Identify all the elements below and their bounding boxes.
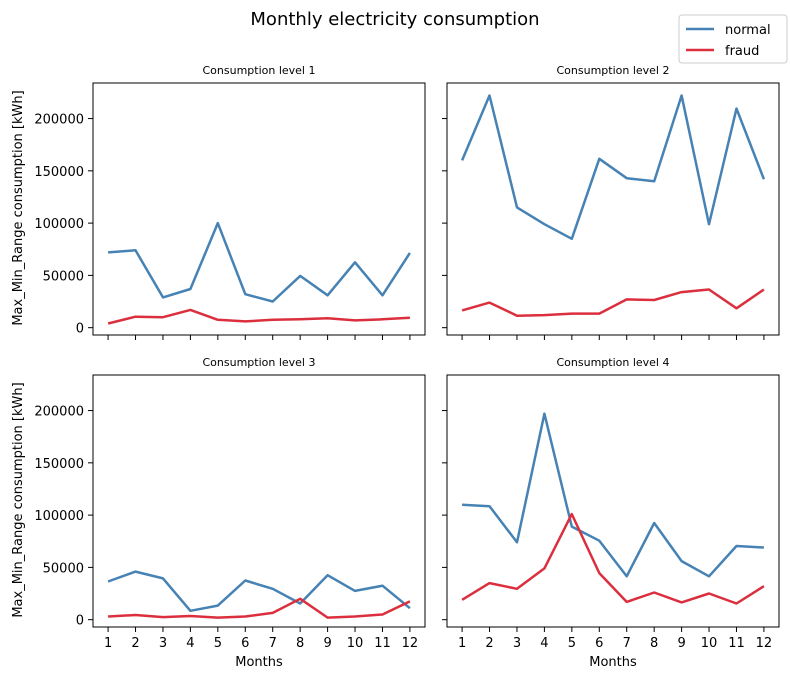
y-tick-label: 50000 (43, 269, 84, 284)
series-line-fraud (461, 288, 765, 317)
chart-title: Monthly electricity consumption (250, 9, 539, 30)
x-tick-label: 4 (186, 636, 194, 651)
svg-text:Max_Min_Range consumption [kWh: Max_Min_Range consumption [kWh] (11, 382, 26, 617)
x-axis-label-left: Months (235, 655, 283, 670)
subplot-title: Consumption level 1 (202, 64, 315, 77)
y-tick-label: 200000 (34, 405, 84, 420)
x-tick-label: 2 (485, 636, 493, 651)
x-tick-label: 2 (131, 636, 139, 651)
subplot-4: Consumption level 41 2 3 4 5 6 7 8 9 10 11 12 (442, 356, 780, 651)
x-tick-label: 10 (347, 636, 364, 651)
y-tick-label: 0 (76, 614, 84, 629)
x-tick-label: 8 (650, 636, 658, 651)
y-tick-label: 50000 (43, 561, 84, 576)
x-tick-label: 8 (296, 636, 304, 651)
series-line-fraud (461, 512, 765, 605)
subplot-1: Consumption level 1 0 50000 100000 150000 200… (34, 64, 426, 340)
y-tick-label: 150000 (34, 457, 84, 472)
subplot-title: Consumption level 2 (556, 64, 669, 77)
plot-frame (446, 82, 780, 336)
subplots: Consumption level 1050000100000150000200… (34, 64, 780, 651)
plot-frame (92, 374, 426, 628)
x-tick-label: 12 (756, 636, 773, 651)
x-tick-label: 9 (323, 636, 331, 651)
y-axis-label-top: Max_Min_Range consumption [kWh] (11, 90, 26, 325)
series-line-normal (107, 570, 411, 613)
x-tick-label: 10 (701, 636, 718, 651)
y-tick-label: 100000 (34, 217, 84, 232)
x-tick-label: 3 (513, 636, 521, 651)
plot-frame (446, 374, 780, 628)
legend-label-normal: normal (725, 23, 771, 38)
subplot-title: Consumption level 4 (556, 356, 669, 369)
series-line-fraud (107, 308, 410, 325)
y-tick-label: 200000 (34, 113, 84, 128)
y-axis-label-bottom: Max_Min_Range consumption [kWh] (11, 382, 26, 617)
x-tick-label: 5 (214, 636, 222, 651)
series-line-fraud (108, 597, 411, 619)
x-tick-label: 3 (159, 636, 167, 651)
subplot-2: Consumption level 2 (442, 64, 780, 340)
x-tick-label: 4 (540, 636, 548, 651)
x-tick-label: 1 (104, 636, 112, 651)
x-tick-label: 11 (374, 636, 391, 651)
x-tick-label: 7 (269, 636, 277, 651)
x-tick-label: 12 (402, 636, 419, 651)
subplot-title: Consumption level 3 (202, 356, 315, 369)
y-tick-label: 100000 (34, 509, 84, 524)
svg-text:Max_Min_Range consumption [kWh: Max_Min_Range consumption [kWh] (11, 90, 26, 325)
x-tick-label: 11 (728, 636, 745, 651)
x-tick-label: 9 (677, 636, 685, 651)
plot-frame (92, 82, 426, 336)
x-tick-label: 1 (458, 636, 466, 651)
y-tick-label: 150000 (34, 165, 84, 180)
series-line-normal (108, 221, 411, 303)
series-line-normal (460, 94, 766, 241)
x-tick-label: 6 (595, 636, 603, 651)
legend-label-fraud: fraud (725, 44, 759, 59)
x-tick-label: 6 (241, 636, 249, 651)
legend: normal fraud (678, 14, 788, 64)
y-tick-label: 0 (76, 322, 84, 337)
x-tick-label: 7 (623, 636, 631, 651)
subplot-3: Consumption level 31 2 3 4 5 6 7 8 9 10 11 12050000… (34, 356, 426, 651)
x-tick-label: 5 (568, 636, 576, 651)
series-line-normal (462, 412, 764, 578)
x-axis-label-right: Months (589, 655, 637, 670)
